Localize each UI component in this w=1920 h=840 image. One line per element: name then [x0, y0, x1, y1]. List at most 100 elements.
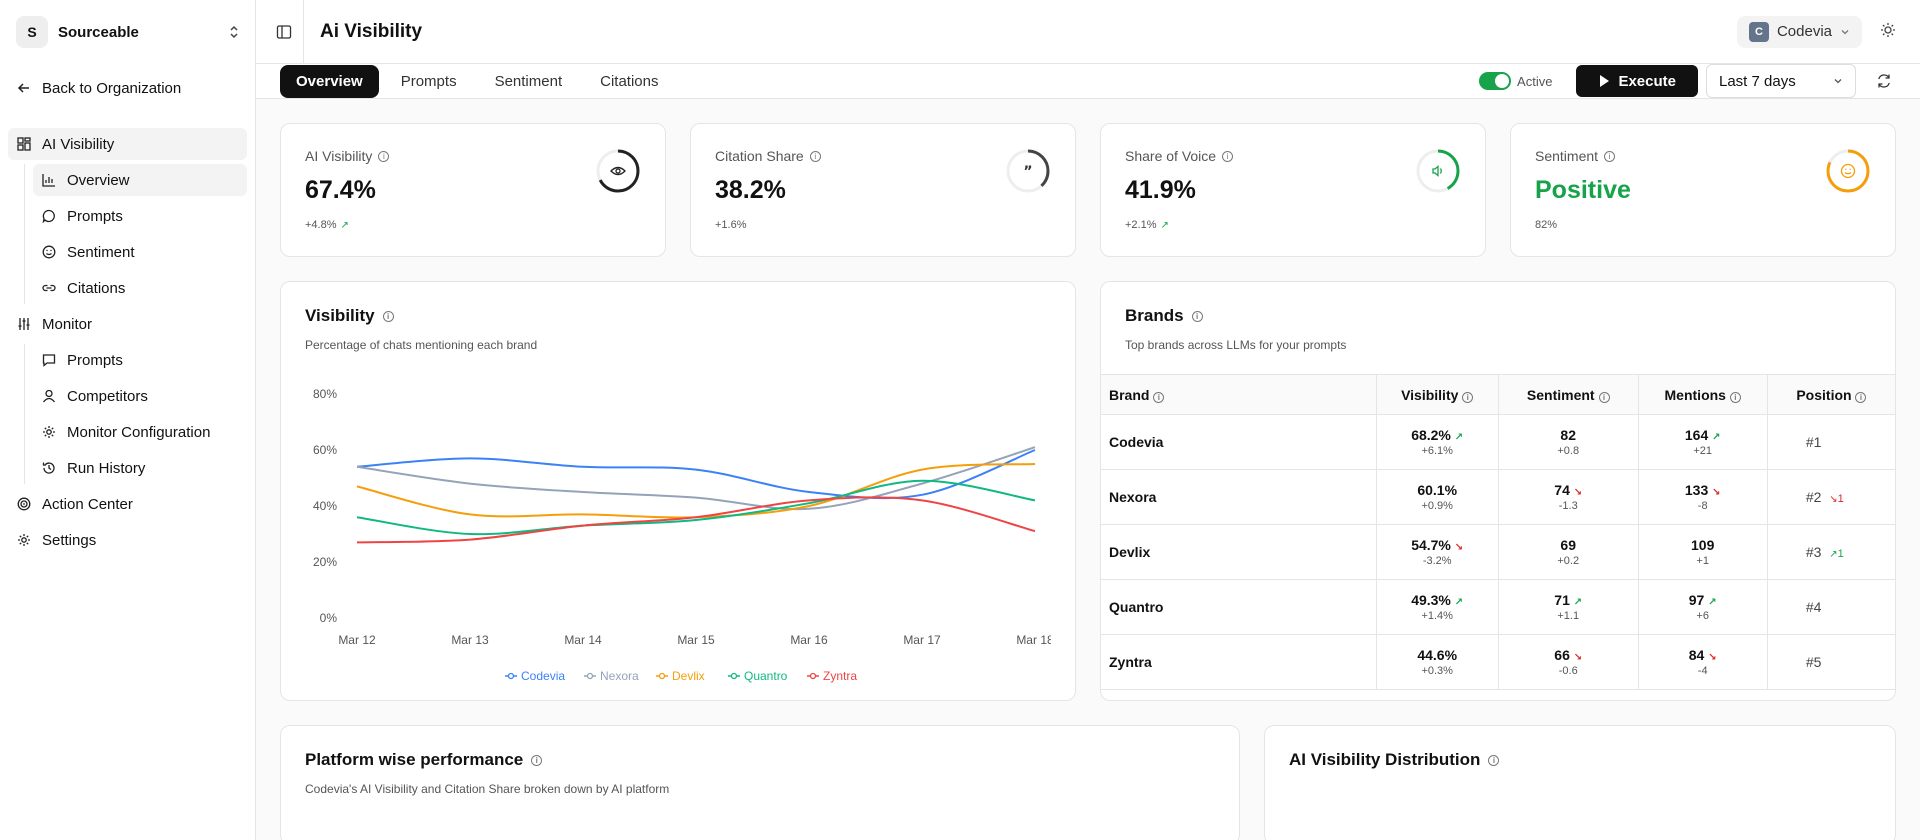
info-icon[interactable]: i	[382, 310, 394, 322]
sidebar-item-ai-visibility[interactable]: AI Visibility	[8, 128, 247, 160]
sidebar-item-competitors[interactable]: Competitors	[33, 380, 247, 412]
sidebar-section-label: AI Visibility	[42, 135, 115, 153]
vis-cell: 68.2% ↗ +6.1%	[1375, 414, 1499, 470]
sidebar-toggle-button[interactable]	[264, 0, 304, 64]
play-icon	[1600, 75, 1610, 87]
org-switcher[interactable]: S Sourceable	[0, 0, 255, 64]
trend-up-icon: ↗	[1160, 219, 1169, 231]
y-tick-label: 20%	[313, 555, 337, 569]
trend-up-icon: ↗	[1454, 597, 1464, 608]
table-row[interactable]: Codevia 68.2% ↗ +6.1% 82 +0.8 164 ↗ +21 #1	[1101, 414, 1895, 470]
info-icon[interactable]: i	[1729, 391, 1741, 403]
sliders-icon	[16, 316, 32, 332]
sidebar-item-sentiment[interactable]: Sentiment	[33, 236, 247, 268]
table-row[interactable]: Devlix 54.7% ↘ -3.2% 69 +0.2 109 +1 #3 ↗1	[1101, 524, 1895, 580]
info-icon[interactable]: i	[531, 754, 543, 766]
date-range-select[interactable]: Last 7 days	[1706, 64, 1856, 98]
sidebar-item-settings[interactable]: Settings	[8, 524, 247, 556]
info-icon[interactable]: i	[1488, 754, 1500, 766]
sidebar-item-action-center[interactable]: Action Center	[8, 488, 247, 520]
vis-cell: 54.7% ↘ -3.2%	[1375, 524, 1499, 580]
column-header-brand[interactable]: Brand i	[1101, 374, 1376, 415]
sidebar-item-monitor[interactable]: Monitor	[8, 308, 247, 340]
info-icon[interactable]: i	[1153, 391, 1165, 403]
y-tick-label: 40%	[313, 499, 337, 513]
stat-card-sentiment: Sentiment i Positive 82%	[1510, 123, 1896, 257]
card-title: AI Visibility Distribution i	[1289, 750, 1871, 770]
sidebar-item-citations[interactable]: Citations	[33, 272, 247, 304]
smile-icon	[41, 244, 57, 260]
column-header-position[interactable]: Position i	[1766, 374, 1895, 415]
row-charts: Visibility i Percentage of chats mentioni…	[280, 281, 1896, 701]
card-subtitle: Codevia's AI Visibility and Citation Sha…	[305, 782, 670, 796]
vis-cell: 60.1% +0.9%	[1375, 469, 1499, 525]
trend-up-icon: ↗	[340, 219, 349, 231]
sidebar-item-overview[interactable]: Overview	[33, 164, 247, 196]
theme-toggle-button[interactable]	[1880, 22, 1896, 41]
content: AI Visibility i 67.4% +4.8% ↗ Citation Sha…	[256, 99, 1920, 840]
sidebar-section-label: Monitor	[42, 315, 93, 333]
target-icon	[16, 496, 32, 512]
sidebar-item-label: Competitors	[67, 387, 148, 405]
position-cell: #1	[1766, 414, 1895, 470]
topbar: Ai Visibility C Codevia	[256, 0, 1920, 64]
series-line-zyntra	[356, 496, 1036, 544]
smile-icon	[1840, 163, 1856, 179]
date-range-value: Last 7 days	[1719, 72, 1796, 90]
sidebar-item-prompts[interactable]: Prompts	[33, 200, 247, 232]
card-title: Brands i	[1125, 306, 1871, 326]
execute-button[interactable]: Execute	[1576, 65, 1698, 97]
stat-delta: +4.8% ↗	[305, 219, 349, 231]
men-cell: 164 ↗ +21	[1637, 414, 1768, 470]
link-icon	[41, 280, 57, 296]
sent-cell: 69 +0.2	[1497, 524, 1639, 580]
table-row[interactable]: Zyntra 44.6% +0.3% 66 ↘ -0.6 84 ↘ -4 #5	[1101, 634, 1895, 690]
sidebar-item-label: Monitor Configuration	[67, 423, 211, 441]
stat-delta: 82%	[1535, 219, 1558, 231]
info-icon[interactable]: i	[378, 150, 390, 162]
brands-card: Brands i Top brands across LLMs for your …	[1100, 281, 1896, 701]
progress-ring	[1416, 149, 1460, 193]
refresh-button[interactable]	[1872, 73, 1896, 89]
legend-marker	[507, 672, 515, 680]
back-label: Back to Organization	[42, 79, 182, 97]
sidebar-item-run-history[interactable]: Run History	[33, 452, 247, 484]
active-toggle[interactable]	[1479, 72, 1512, 90]
table-row[interactable]: Quantro 49.3% ↗ +1.4% 71 ↗ +1.1 97 ↗ +6 #4	[1101, 579, 1895, 635]
tab-citations[interactable]: Citations	[600, 72, 659, 90]
info-icon[interactable]: i	[1462, 391, 1474, 403]
info-icon[interactable]: i	[1598, 391, 1610, 403]
panel-left-icon	[276, 24, 291, 39]
arrow-left-icon	[16, 80, 32, 96]
info-icon[interactable]: i	[1191, 310, 1203, 322]
eye-icon	[610, 166, 626, 176]
info-icon[interactable]: i	[1222, 150, 1234, 162]
sidebar-item-label: Prompts	[67, 351, 123, 369]
brands-table-body: Codevia 68.2% ↗ +6.1% 82 +0.8 164 ↗ +21 #1 Nex…	[1101, 414, 1895, 690]
sent-cell: 82 +0.8	[1497, 414, 1639, 470]
column-header-sentiment[interactable]: Sentiment i	[1497, 374, 1639, 415]
tab-prompts[interactable]: Prompts	[400, 72, 457, 90]
stat-value: 38.2%	[715, 176, 786, 204]
column-header-visibility[interactable]: Visibility i	[1375, 374, 1499, 415]
tab-sentiment[interactable]: Sentiment	[494, 72, 563, 90]
info-icon[interactable]: i	[1604, 150, 1616, 162]
column-header-mentions[interactable]: Mentions i	[1637, 374, 1768, 415]
trend-up-icon: ↗	[1829, 549, 1838, 560]
brand-selector[interactable]: C Codevia	[1736, 15, 1862, 48]
monitor-subnav: Prompts Competitors Monitor Configuratio…	[24, 344, 247, 484]
sidebar-item-monitor-prompts[interactable]: Prompts	[33, 344, 247, 376]
info-icon[interactable]: i	[1855, 391, 1867, 403]
sidebar-item-monitor-configuration[interactable]: Monitor Configuration	[33, 416, 247, 448]
bar-chart-icon	[41, 172, 57, 188]
legend-label: Codevia	[521, 669, 565, 683]
refresh-icon	[1878, 74, 1890, 88]
table-row[interactable]: Nexora 60.1% +0.9% 74 ↘ -1.3 133 ↘ -8 #2 ↘1	[1101, 469, 1895, 525]
position-cell: #5	[1766, 634, 1895, 690]
brand-name-cell: Devlix	[1101, 524, 1376, 580]
vis-cell: 44.6% +0.3%	[1375, 634, 1499, 690]
stat-label: Share of Voice i	[1125, 148, 1461, 164]
back-to-organization-link[interactable]: Back to Organization	[0, 64, 255, 112]
info-icon[interactable]: i	[809, 150, 821, 162]
tab-overview[interactable]: Overview	[280, 64, 379, 98]
